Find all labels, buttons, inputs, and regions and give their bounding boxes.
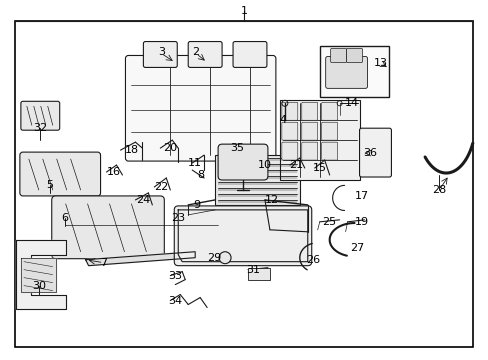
FancyBboxPatch shape (321, 102, 337, 120)
Text: 20: 20 (163, 143, 177, 153)
FancyBboxPatch shape (233, 41, 266, 67)
Text: 13: 13 (373, 58, 386, 68)
FancyBboxPatch shape (143, 41, 177, 67)
Polygon shape (16, 240, 65, 310)
FancyBboxPatch shape (281, 102, 297, 120)
Polygon shape (85, 252, 195, 266)
FancyBboxPatch shape (174, 206, 311, 266)
Text: 1: 1 (240, 6, 247, 15)
FancyBboxPatch shape (20, 152, 101, 196)
Text: 6: 6 (61, 213, 68, 223)
FancyBboxPatch shape (330, 49, 346, 62)
Text: 15: 15 (312, 163, 326, 173)
Text: 33: 33 (168, 271, 182, 281)
Text: 5: 5 (46, 180, 53, 190)
Text: 28: 28 (431, 185, 446, 195)
Text: 14: 14 (344, 98, 358, 108)
FancyBboxPatch shape (346, 49, 362, 62)
Text: 23: 23 (171, 213, 185, 223)
Text: 12: 12 (264, 195, 278, 205)
Text: 29: 29 (206, 253, 221, 263)
FancyBboxPatch shape (321, 142, 337, 160)
FancyBboxPatch shape (52, 196, 164, 259)
FancyBboxPatch shape (325, 57, 367, 88)
Text: 32: 32 (33, 123, 47, 133)
FancyBboxPatch shape (215, 155, 299, 205)
Text: 25: 25 (322, 217, 336, 227)
FancyBboxPatch shape (125, 55, 275, 161)
Text: 21: 21 (288, 160, 302, 170)
Text: 18: 18 (124, 145, 138, 155)
Polygon shape (21, 258, 56, 292)
FancyBboxPatch shape (321, 122, 337, 140)
Circle shape (219, 252, 230, 264)
Text: 36: 36 (363, 148, 377, 158)
FancyBboxPatch shape (21, 101, 60, 130)
Text: 17: 17 (354, 191, 368, 201)
Text: 3: 3 (158, 48, 164, 58)
Text: 9: 9 (193, 200, 201, 210)
FancyBboxPatch shape (301, 122, 317, 140)
Text: 8: 8 (197, 170, 204, 180)
Text: 11: 11 (188, 158, 202, 168)
Text: 10: 10 (257, 160, 271, 170)
Text: 22: 22 (154, 182, 168, 192)
FancyBboxPatch shape (247, 268, 269, 280)
Text: 26: 26 (305, 255, 319, 265)
Text: 16: 16 (106, 167, 120, 177)
Text: 24: 24 (136, 195, 150, 205)
Polygon shape (178, 210, 307, 262)
FancyBboxPatch shape (279, 100, 359, 180)
Text: 31: 31 (245, 265, 260, 275)
FancyBboxPatch shape (188, 41, 222, 67)
Text: 30: 30 (32, 280, 46, 291)
Bar (319, 45, 388, 97)
Text: 7: 7 (100, 258, 107, 268)
Text: 27: 27 (350, 243, 364, 253)
FancyBboxPatch shape (281, 122, 297, 140)
Text: 2: 2 (192, 48, 199, 58)
FancyBboxPatch shape (281, 142, 297, 160)
Text: 19: 19 (354, 217, 368, 227)
FancyBboxPatch shape (218, 144, 267, 180)
FancyBboxPatch shape (301, 142, 317, 160)
Text: 34: 34 (168, 296, 182, 306)
FancyBboxPatch shape (301, 102, 317, 120)
FancyBboxPatch shape (359, 128, 390, 177)
Text: 4: 4 (279, 115, 286, 125)
Text: 35: 35 (229, 143, 244, 153)
